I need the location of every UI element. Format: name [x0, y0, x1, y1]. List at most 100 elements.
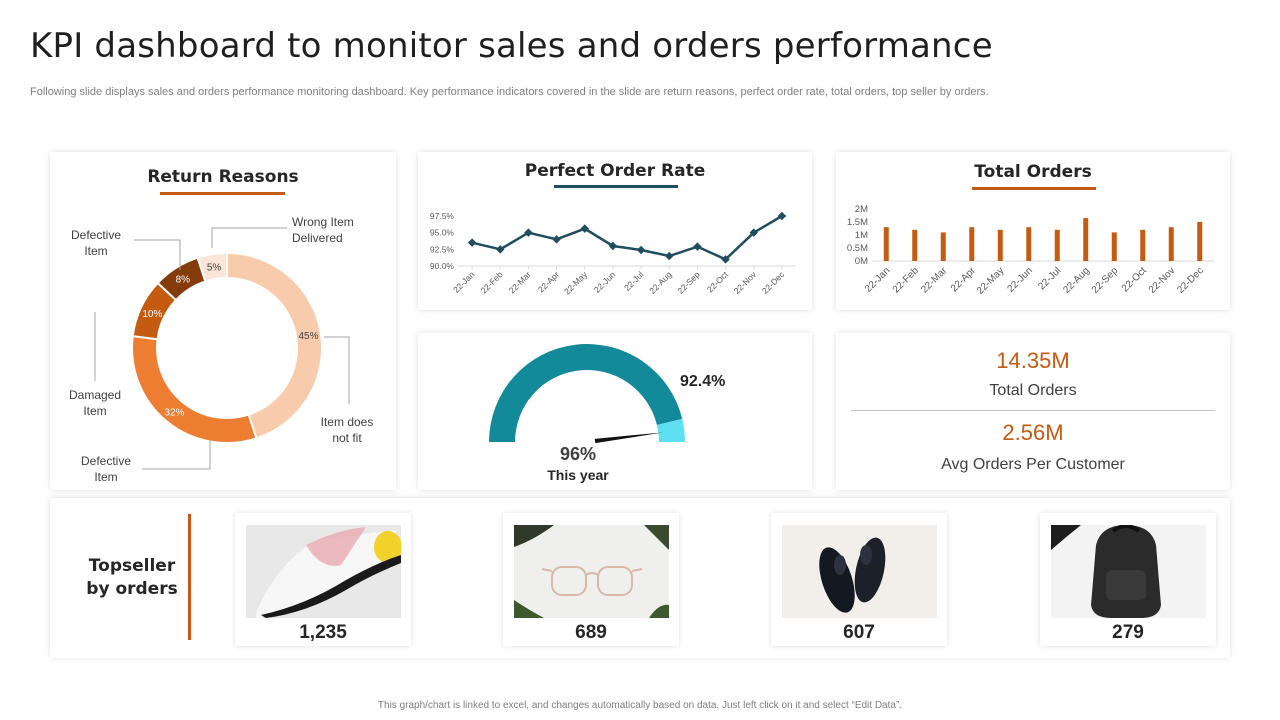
gauge-segment	[489, 344, 683, 442]
perfect-order-title: Perfect Order Rate	[524, 161, 706, 181]
x-tick-label: 22-Jun	[1005, 265, 1034, 294]
line-point	[777, 211, 787, 221]
x-tick-label: 22-Oct	[1120, 265, 1149, 294]
total-orders-bar	[1168, 227, 1174, 261]
y-tick-label: 95.0%	[430, 228, 455, 238]
x-tick-label: 22-Jul	[1036, 265, 1063, 292]
topseller-count: 689	[575, 622, 607, 643]
topseller-divider	[188, 514, 191, 640]
total-orders-bar	[912, 229, 918, 261]
donut-slice	[226, 251, 323, 440]
total-orders-bar	[1197, 222, 1203, 261]
x-tick-label: 22-Oct	[705, 269, 731, 295]
x-tick-label: 22-Feb	[891, 265, 921, 295]
y-tick-label: 90.0%	[430, 261, 455, 271]
gauge-needle	[594, 432, 664, 444]
x-tick-label: 22-Jul	[622, 269, 646, 293]
topseller-item[interactable]: 279	[1040, 513, 1216, 646]
total-orders-bar	[1111, 232, 1117, 261]
topseller-title-line1: Topseller	[88, 556, 176, 576]
x-tick-label: 22-Aug	[1061, 265, 1092, 296]
topseller-item[interactable]: 689	[503, 513, 679, 646]
total-orders-title: Total Orders	[974, 162, 1092, 182]
x-tick-label: 22-Sep	[1090, 265, 1121, 296]
gauge-segment	[656, 418, 685, 442]
y-tick-label: 1.5M	[847, 217, 868, 228]
donut-slice	[131, 334, 258, 444]
avg-orders-label: Avg Orders Per Customer	[941, 456, 1125, 473]
donut-data-label: 5%	[207, 263, 222, 274]
gauge-current-value: 96%	[559, 444, 597, 464]
total-orders-bar	[1026, 227, 1032, 261]
line-point	[721, 255, 730, 264]
x-tick-label: 22-Dec	[1175, 265, 1206, 296]
x-tick-label: 22-Sep	[675, 269, 702, 296]
x-tick-label: 22-Apr	[949, 265, 978, 294]
topseller-count: 607	[843, 622, 875, 643]
topseller-item[interactable]: 1,235	[235, 513, 411, 646]
shoes-image	[782, 525, 937, 618]
total-orders-underline	[972, 187, 1096, 190]
gauge-card: 92.4% 96% This year	[418, 333, 812, 490]
x-tick-label: 22-Jan	[451, 269, 477, 295]
perfect-order-line-chart[interactable]: 90.0%92.5%95.0%97.5%22-Jan 22-Feb 22-Mar 22…	[418, 152, 812, 310]
perfect-order-underline	[554, 185, 678, 188]
y-tick-label: 92.5%	[430, 244, 455, 254]
x-tick-label: 22-Dec	[760, 269, 787, 296]
x-tick-label: 22-Jun	[592, 269, 618, 295]
y-tick-label: 0M	[855, 256, 868, 267]
line-point	[552, 235, 561, 244]
topseller-item[interactable]: 607	[771, 513, 947, 646]
label-defective-top: Defective Item	[70, 228, 122, 258]
label-damaged: Damaged Item	[68, 388, 122, 418]
perfect-order-card: Perfect Order Rate 90.0% 92.5% 95.0% 97.5% 2…	[418, 152, 812, 310]
perfect-order-gauge[interactable]	[418, 333, 812, 490]
total-orders-chart-card: Total Orders 0M 0.5M 1M 1.5M 2M 22-Jan 22-Feb 2…	[836, 152, 1230, 310]
line-point	[524, 228, 533, 237]
topseller-title: Topseller by orders	[72, 555, 192, 601]
label-defective-bottom: Defective Item	[80, 454, 132, 484]
x-tick-label: 22-Apr	[536, 269, 561, 294]
topseller-count: 279	[1112, 622, 1144, 643]
topseller-title-line2: by orders	[86, 579, 178, 599]
x-tick-label: 22-Nov	[1147, 265, 1178, 296]
y-tick-label: 0.5M	[847, 243, 868, 254]
x-tick-label: 22-Mar	[919, 265, 950, 296]
line-point	[693, 242, 702, 251]
donut-data-label: 32%	[164, 408, 184, 419]
y-tick-label: 1M	[855, 230, 868, 241]
line-point	[608, 241, 618, 251]
avg-orders-value: 2.56M	[1002, 420, 1064, 445]
y-tick-label: 97.5%	[430, 211, 455, 221]
return-reasons-underline	[160, 192, 285, 195]
sneaker-image	[246, 525, 401, 618]
y-tick-label: 2M	[855, 204, 868, 215]
donut-data-label: 10%	[142, 309, 162, 320]
x-tick-label: 22-Jan	[863, 265, 892, 294]
donut-slice	[196, 251, 228, 283]
perfect-order-series-line	[471, 214, 783, 261]
leader-line-wrong-item	[211, 227, 287, 248]
donut-data-label: 8%	[176, 274, 191, 285]
label-wrong-item: Wrong Item Delivered	[292, 215, 354, 245]
donut-data-label: 45%	[298, 331, 318, 342]
leader-line-defective-bottom	[142, 440, 211, 470]
topseller-section: Topseller by orders 1,235	[50, 498, 1230, 658]
page-subtitle: Following slide displays sales and order…	[30, 86, 989, 98]
gauge-current-caption: This year	[547, 467, 609, 483]
backpack-image	[1051, 525, 1206, 618]
total-orders-bar	[883, 227, 889, 261]
total-orders-value: 14.35M	[996, 348, 1070, 373]
total-orders-bar	[1083, 218, 1089, 261]
x-tick-label: 22-May	[562, 269, 590, 297]
label-not-fit: Item does not fit	[320, 415, 374, 445]
x-tick-label: 22-Mar	[507, 269, 533, 295]
x-tick-label: 22-Aug	[647, 269, 674, 296]
page-title: KPI dashboard to monitor sales and order…	[30, 26, 993, 66]
total-orders-bar	[1140, 229, 1146, 261]
topseller-count: 1,235	[299, 622, 347, 643]
leader-line-defective-top	[134, 239, 181, 270]
line-point	[636, 245, 646, 255]
return-reasons-donut-chart[interactable]: 45% 32% 10% 8% 5%	[50, 152, 396, 490]
